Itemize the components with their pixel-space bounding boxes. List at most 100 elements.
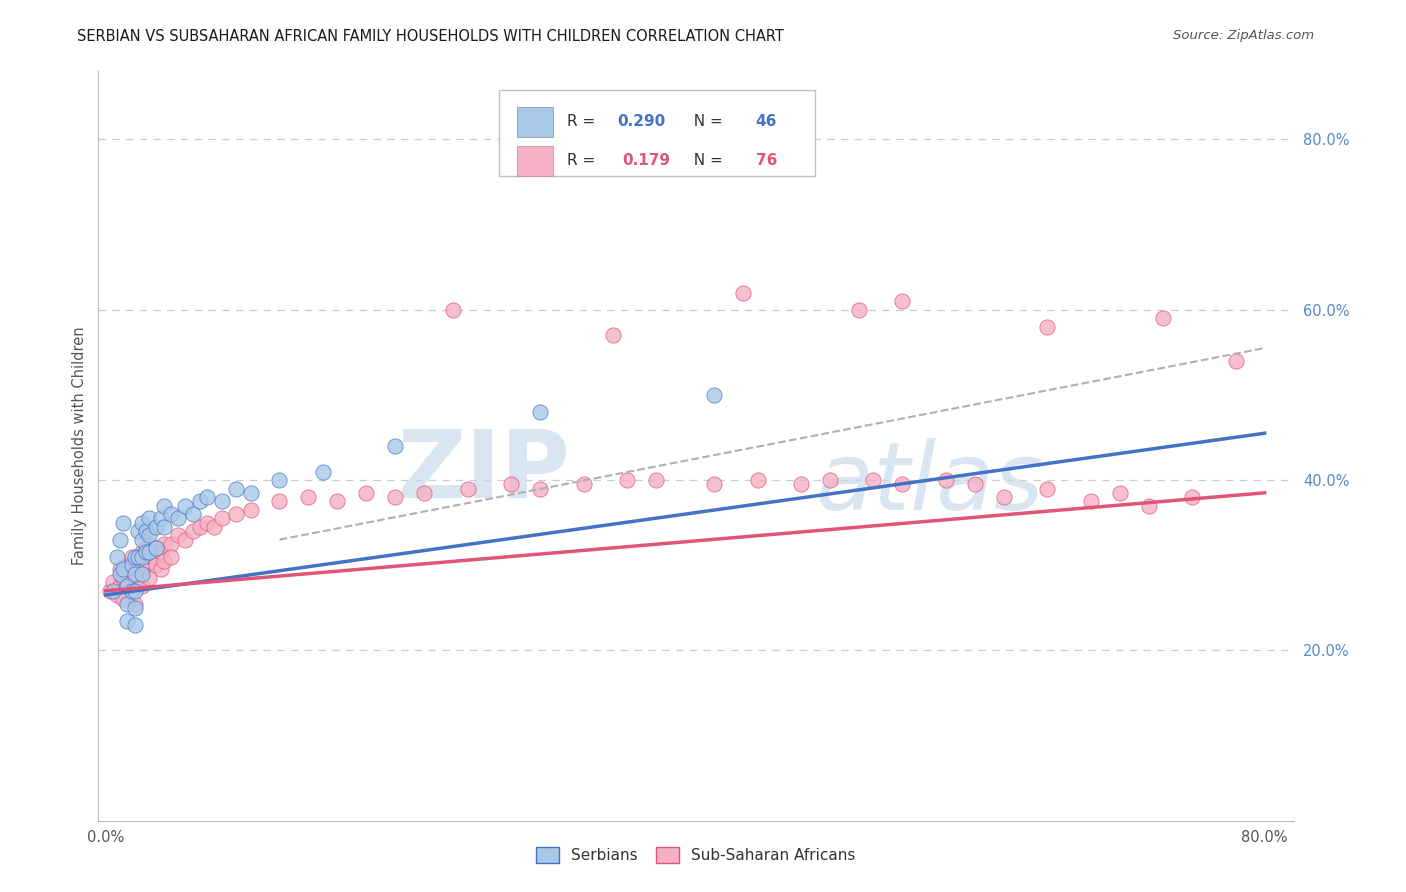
Point [326,494,349,508]
Point [572,477,595,491]
Point [1181,490,1204,504]
Point [138,545,160,559]
Point [529,482,551,496]
Point [112,562,135,576]
Point [121,583,143,598]
Text: atlas: atlas [815,438,1043,529]
Point [145,558,167,573]
Point [105,588,128,602]
Point [138,537,160,551]
Point [101,583,124,598]
Point [993,490,1015,504]
Point [117,580,139,594]
Point [269,494,291,508]
Point [152,554,174,568]
Point [152,537,174,551]
Text: 46: 46 [756,114,778,129]
Point [188,494,211,508]
Point [1137,499,1160,513]
Point [127,524,149,538]
Bar [517,106,553,136]
Point [124,562,146,576]
Point [121,558,143,573]
Y-axis label: Family Households with Children: Family Households with Children [72,326,87,566]
Point [195,516,218,530]
Point [124,597,146,611]
Point [413,485,436,500]
Point [108,562,131,576]
Point [167,511,190,525]
FancyBboxPatch shape [499,90,815,177]
Point [135,545,157,559]
Point [1108,485,1130,500]
Text: N =: N = [685,114,728,129]
Point [152,520,174,534]
Point [891,477,914,491]
Point [117,558,139,573]
Point [149,545,172,559]
Point [1225,354,1247,368]
Point [1036,482,1059,496]
Point [211,511,233,525]
Point [181,524,204,538]
Point [138,511,160,525]
Point [124,600,146,615]
Point [127,549,149,564]
Point [384,439,406,453]
Point [703,477,725,491]
Point [202,520,225,534]
Point [124,617,146,632]
Point [167,528,190,542]
Point [121,549,143,564]
Point [117,597,139,611]
Point [818,473,841,487]
Point [131,549,153,564]
Point [384,490,406,504]
Point [124,583,146,598]
Point [138,528,160,542]
Point [124,580,146,594]
Point [149,562,172,576]
Point [112,516,135,530]
Point [441,302,464,317]
Text: 0.290: 0.290 [617,114,665,129]
Text: R =: R = [567,114,600,129]
Text: ZIP: ZIP [398,426,571,518]
Point [138,571,160,585]
Point [160,549,183,564]
Point [239,485,262,500]
Point [731,285,754,300]
Point [131,533,153,547]
Text: 0.179: 0.179 [621,153,669,168]
Point [131,516,153,530]
Text: SERBIAN VS SUBSAHARAN AFRICAN FAMILY HOUSEHOLDS WITH CHILDREN CORRELATION CHART: SERBIAN VS SUBSAHARAN AFRICAN FAMILY HOU… [77,29,785,44]
Point [457,482,479,496]
Point [891,294,914,309]
Point [124,566,146,581]
Point [195,490,218,504]
Point [160,537,183,551]
Point [145,541,167,556]
Point [131,566,153,581]
Point [141,549,163,564]
Point [501,477,523,491]
Point [135,558,157,573]
Point [112,592,135,607]
Point [645,473,668,487]
Point [225,507,247,521]
Point [135,541,157,556]
Text: N =: N = [685,153,728,168]
Point [131,580,153,594]
Point [117,575,139,590]
Point [121,566,143,581]
Point [112,571,135,585]
Point [1080,494,1102,508]
Point [188,520,211,534]
Point [529,405,551,419]
Point [1036,319,1059,334]
Point [131,562,153,576]
Point [127,571,149,585]
Point [124,549,146,564]
Point [225,482,247,496]
Point [935,473,957,487]
